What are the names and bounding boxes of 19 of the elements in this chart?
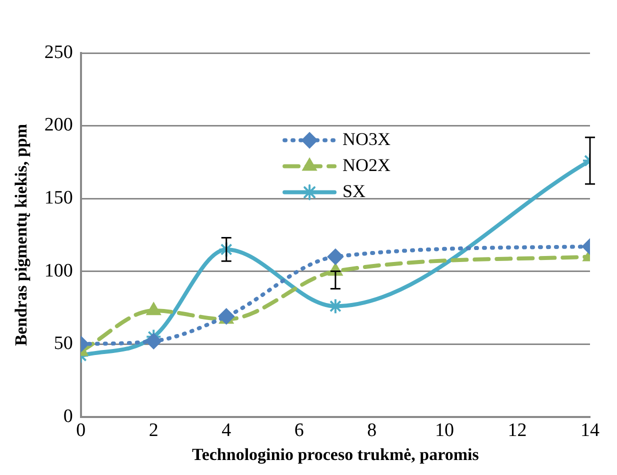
x-axis-title: Technologinio proceso trukmė, paromis bbox=[192, 445, 480, 464]
x-tick-label: 0 bbox=[76, 420, 86, 442]
x-tick-label: 2 bbox=[148, 420, 158, 442]
x-tick-label: 4 bbox=[222, 420, 232, 442]
y-tick-label: 200 bbox=[44, 114, 73, 136]
x-tick-label: 10 bbox=[435, 420, 454, 442]
legend-label: SX bbox=[342, 181, 366, 202]
y-axis-title: Bendras pigmentų kiekis, ppm bbox=[12, 124, 31, 346]
x-tick-label: 8 bbox=[367, 420, 377, 442]
legend-label: NO2X bbox=[342, 155, 391, 176]
x-tick-label: 6 bbox=[294, 420, 304, 442]
x-tick-label: 14 bbox=[580, 420, 600, 442]
y-tick-label: 50 bbox=[54, 333, 73, 354]
y-tick-label: 100 bbox=[44, 260, 73, 282]
y-tick-label: 150 bbox=[44, 188, 73, 209]
x-tick-label: 12 bbox=[508, 420, 527, 442]
y-tick-label: 0 bbox=[63, 406, 73, 427]
y-tick-label: 250 bbox=[44, 42, 73, 63]
legend-label: NO3X bbox=[342, 129, 391, 150]
